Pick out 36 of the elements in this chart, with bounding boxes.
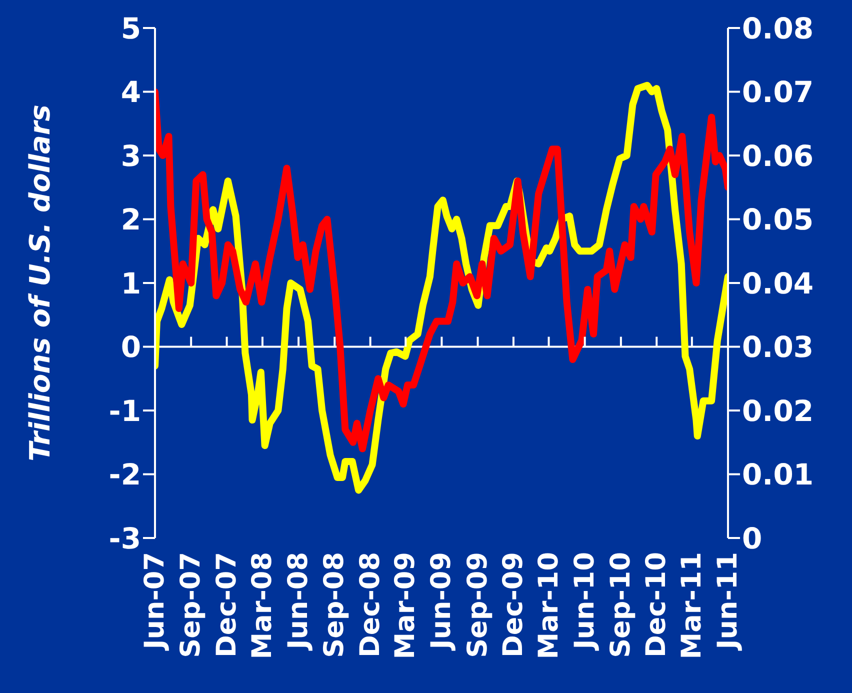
x-tick-label: Jun-08 xyxy=(283,552,314,652)
y2-tick-label: 0.03 xyxy=(742,330,814,364)
y-tick-label: 1 xyxy=(120,266,141,300)
y-tick-label: 3 xyxy=(120,138,141,173)
x-tick-label: Mar-10 xyxy=(533,552,564,660)
y-tick-label: 4 xyxy=(120,75,141,110)
x-tick-label: Dec-09 xyxy=(498,552,529,658)
y2-tick-label: 0.01 xyxy=(742,458,814,492)
y2-tick-label: 0.06 xyxy=(742,138,814,173)
x-tick-label: Dec-08 xyxy=(354,552,386,658)
y2-tick-label: 0.07 xyxy=(742,75,814,110)
x-tick-label: Jun-10 xyxy=(569,552,600,652)
x-tick-label: Jun-11 xyxy=(712,552,744,652)
y2-tick-label: 0.05 xyxy=(742,202,814,237)
y-tick-label: 0 xyxy=(120,330,141,364)
y2-tick-label: 0.04 xyxy=(742,266,814,300)
y2-tick-label: 0.02 xyxy=(742,394,814,428)
x-tick-label: Sep-09 xyxy=(462,552,494,658)
x-tick-label: Mar-08 xyxy=(246,552,278,660)
x-tick-label: Sep-10 xyxy=(605,552,636,658)
y-tick-label: -1 xyxy=(108,394,141,428)
y2-tick-label: 0.08 xyxy=(742,11,814,46)
x-tick-label: Mar-09 xyxy=(390,552,422,660)
y-axis-title: Trillions of U.S. dollars xyxy=(24,104,56,462)
y-tick-label: -3 xyxy=(108,521,141,556)
x-tick-label: Mar-11 xyxy=(676,552,708,660)
x-tick-label: Dec-10 xyxy=(641,552,672,658)
x-tick-label: Jun-09 xyxy=(426,552,458,652)
x-tick-label: Sep-07 xyxy=(176,552,207,658)
x-tick-label: Dec-07 xyxy=(211,552,242,658)
x-tick-label: Jun-07 xyxy=(140,552,170,652)
y-tick-label: -2 xyxy=(108,458,141,492)
y-tick-label: 5 xyxy=(120,11,141,46)
y2-tick-label: 0 xyxy=(742,521,762,556)
x-tick-label: Sep-08 xyxy=(319,552,350,658)
y-tick-label: 2 xyxy=(120,202,141,237)
